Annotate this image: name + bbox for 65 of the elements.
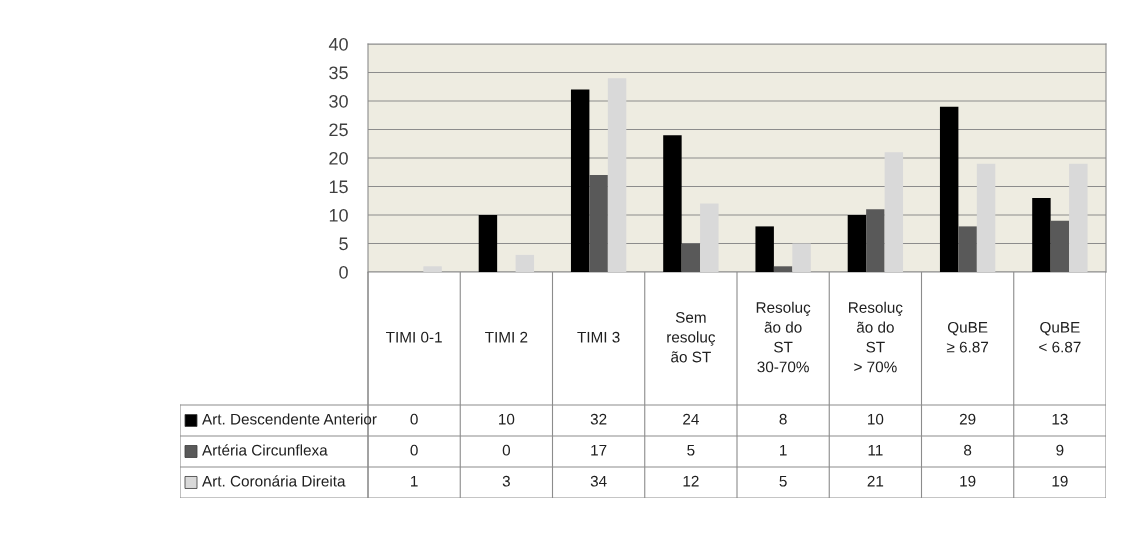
data-label: 0 bbox=[410, 444, 418, 456]
x-tick-label: TIMI 0-1 bbox=[386, 331, 442, 343]
data-label: 10 bbox=[868, 413, 884, 425]
data-label: 13 bbox=[1052, 413, 1068, 425]
y-tick-label: 15 bbox=[329, 180, 348, 194]
data-label: 10 bbox=[499, 413, 515, 425]
x-tick-label: QuBE < 6.87 bbox=[1039, 321, 1081, 353]
bar bbox=[939, 106, 959, 272]
y-tick-label: 25 bbox=[329, 123, 348, 137]
bar bbox=[1032, 197, 1051, 272]
data-label: 0 bbox=[502, 444, 511, 456]
data-label: 24 bbox=[683, 413, 699, 425]
data-label: 1 bbox=[780, 444, 787, 456]
x-tick-label: Resoluç ão do ST 30-70% bbox=[756, 301, 811, 373]
bar bbox=[773, 266, 793, 272]
x-tick-label: TIMI 2 bbox=[485, 331, 528, 343]
data-label: 19 bbox=[1052, 475, 1068, 487]
bar bbox=[589, 175, 608, 272]
y-tick-label: 20 bbox=[329, 151, 348, 165]
data-label: 0 bbox=[410, 413, 418, 425]
bar bbox=[958, 226, 977, 272]
x-tick-label: QuBE ≥ 6.87 bbox=[946, 321, 989, 353]
data-label: 12 bbox=[683, 475, 699, 487]
bar bbox=[681, 243, 701, 272]
bar bbox=[1069, 163, 1088, 272]
y-tick-label: 40 bbox=[328, 37, 348, 51]
bar bbox=[478, 215, 498, 272]
legend-label: Art. Coronária Direita bbox=[202, 475, 346, 487]
bar bbox=[570, 89, 590, 272]
data-label: 11 bbox=[868, 444, 883, 456]
bar bbox=[866, 209, 885, 272]
y-tick-label: 10 bbox=[329, 208, 348, 222]
x-tick-label: Sem resoluç ão ST bbox=[667, 311, 716, 363]
data-label: 29 bbox=[959, 413, 976, 425]
bar bbox=[976, 163, 996, 272]
bar bbox=[792, 243, 811, 272]
data-label: 8 bbox=[779, 413, 787, 425]
y-tick-label: 35 bbox=[329, 66, 348, 80]
y-tick-label: 30 bbox=[329, 94, 348, 108]
data-label: 8 bbox=[964, 444, 972, 456]
bar bbox=[607, 78, 627, 272]
data-label: 5 bbox=[779, 475, 787, 487]
legend-label: Art. Descendente Anterior bbox=[202, 413, 377, 425]
bar bbox=[423, 266, 442, 272]
bar bbox=[884, 152, 904, 272]
data-label: 32 bbox=[590, 413, 607, 425]
legend-label: Artéria Circunflexa bbox=[202, 444, 328, 456]
data-label: 34 bbox=[590, 475, 607, 487]
data-label: 3 bbox=[502, 475, 510, 487]
x-tick-label: Resoluç ão do ST > 70% bbox=[849, 301, 903, 373]
bar bbox=[1050, 220, 1070, 272]
data-label: 1 bbox=[411, 475, 418, 487]
bar bbox=[663, 135, 682, 272]
y-tick-label: 0 bbox=[339, 265, 348, 279]
bar bbox=[847, 215, 867, 272]
data-label: 5 bbox=[687, 444, 695, 456]
data-label: 19 bbox=[960, 475, 976, 487]
data-label: 21 bbox=[867, 475, 884, 487]
x-tick-label: TIMI 3 bbox=[577, 331, 620, 343]
data-label: 17 bbox=[591, 444, 607, 456]
bar bbox=[700, 203, 719, 272]
y-tick-label: 5 bbox=[339, 237, 348, 251]
data-label: 9 bbox=[1056, 444, 1064, 456]
bar bbox=[755, 226, 774, 272]
bar bbox=[515, 254, 535, 272]
